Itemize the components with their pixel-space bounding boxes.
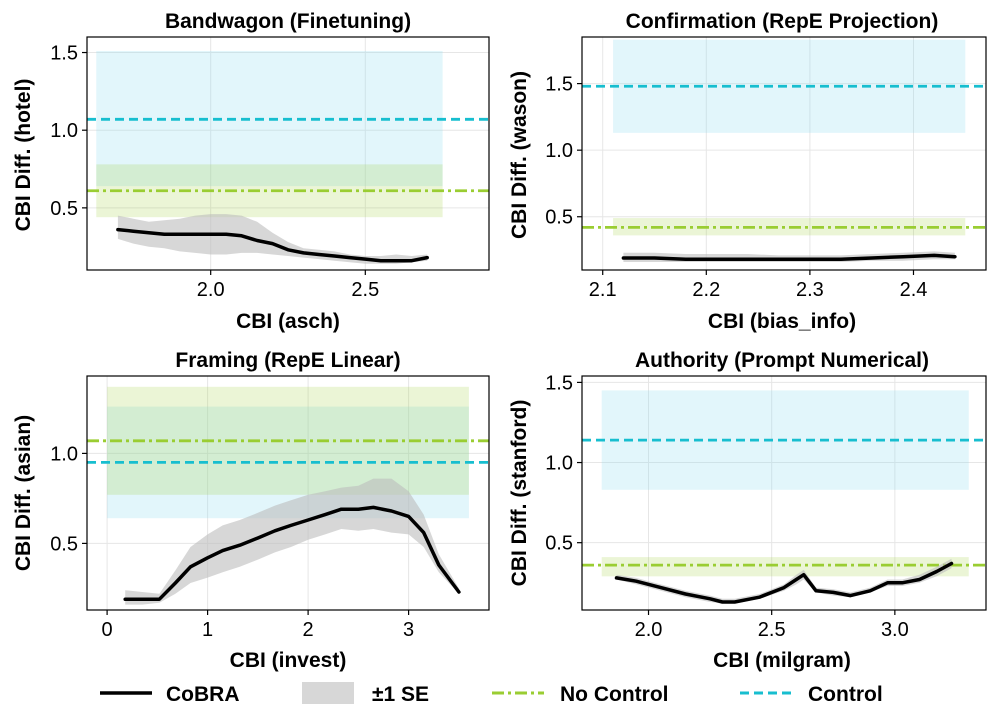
- y-axis-label: CBI Diff. (stanford): [508, 400, 531, 587]
- panel-bandwagon: 2.0 2.5 0.5 1.0 1.5 Bandwagon (Finetuning) C…: [12, 10, 490, 333]
- x-tick-label: 2.5: [758, 619, 786, 641]
- cobra-line: [621, 253, 957, 262]
- x-tick-label: 2: [303, 619, 314, 641]
- x-axis-label: CBI (asch): [236, 310, 340, 333]
- no-control-se-band: [96, 164, 443, 218]
- y-tick-label: 0.5: [545, 207, 573, 229]
- x-axis-label: CBI (milgram): [713, 649, 851, 672]
- panel-confirmation: 2.1 2.2 2.3 2.4 0.5 1.0 1.5 Confirmation (RepE…: [508, 10, 987, 333]
- axes-frame: [86, 375, 490, 611]
- legend-label-se: ±1 SE: [372, 683, 429, 706]
- y-tick-label: 0.5: [50, 533, 78, 555]
- x-axis-label: CBI (invest): [230, 649, 347, 672]
- y-tick-label: 1.5: [545, 372, 573, 394]
- y-tick-label: 1.0: [545, 140, 573, 162]
- plot-area-authority: 2.0 2.5 3.0 0.5 1.0 1.5: [545, 372, 987, 641]
- legend-entry-cobra: CoBRA: [100, 683, 240, 706]
- plot-area-confirmation: 2.1 2.2 2.3 2.4 0.5 1.0 1.5: [545, 36, 987, 301]
- y-tick-label: 0.5: [50, 198, 78, 220]
- y-tick-label: 1.0: [50, 120, 78, 142]
- legend-entry-no-control: No Control: [492, 683, 668, 706]
- legend-entry-control: Control: [740, 683, 883, 706]
- axes-frame: [86, 36, 490, 271]
- panel-authority: 2.0 2.5 3.0 0.5 1.0 1.5 Authority (Prompt Num…: [508, 349, 987, 672]
- legend-entry-se: ±1 SE: [302, 682, 429, 706]
- y-tick-label: 1.5: [50, 43, 78, 65]
- plot-clip-group: [582, 39, 986, 262]
- x-tick-label: 2.3: [796, 279, 824, 301]
- x-tick-label: 2.5: [351, 279, 379, 301]
- legend-label-control: Control: [808, 683, 883, 706]
- x-tick-label: 2.1: [589, 279, 617, 301]
- y-tick-label: 1.5: [545, 74, 573, 96]
- legend-swatch-se-band: [302, 682, 354, 704]
- cobra-line: [123, 505, 461, 601]
- x-tick-label: 3.0: [881, 619, 909, 641]
- plot-clip-group: [87, 50, 489, 264]
- plot-clip-group: [582, 390, 986, 604]
- chart-title: Bandwagon (Finetuning): [165, 10, 411, 33]
- plot-area-framing: 0 1 2 3 0.5 1.0: [50, 375, 490, 641]
- cobra-line: [614, 561, 954, 604]
- plot-clip-group: [87, 386, 489, 605]
- x-tick-label: 2.2: [692, 279, 720, 301]
- axes-frame: [581, 375, 987, 611]
- y-tick-label: 1.0: [50, 443, 78, 465]
- legend-label-no-control: No Control: [560, 683, 668, 706]
- x-tick-label: 2.4: [900, 279, 928, 301]
- axes-frame: [581, 36, 987, 271]
- cobra-line: [116, 227, 429, 263]
- legend: CoBRA ±1 SE No Control Control: [100, 682, 883, 706]
- y-tick-label: 1.0: [545, 453, 573, 475]
- x-tick-label: 3: [403, 619, 414, 641]
- cobra-se-band: [117, 214, 428, 264]
- x-axis-label: CBI (bias_info): [708, 310, 856, 333]
- y-axis-label: CBI Diff. (hotel): [12, 79, 35, 232]
- cobra-se-band: [125, 478, 459, 605]
- x-tick-label: 2.0: [197, 279, 225, 301]
- x-tick-label: 1: [202, 619, 213, 641]
- legend-label-cobra: CoBRA: [166, 683, 240, 706]
- chart-title: Confirmation (RepE Projection): [626, 10, 939, 33]
- y-axis-label: CBI Diff. (wason): [508, 71, 531, 239]
- y-axis-label: CBI Diff. (asian): [12, 415, 35, 571]
- chart-title: Authority (Prompt Numerical): [635, 349, 929, 372]
- x-tick-label: 0: [102, 619, 113, 641]
- x-tick-label: 2.0: [635, 619, 663, 641]
- no-control-se-band: [601, 557, 969, 577]
- plot-area-bandwagon: 2.0 2.5 0.5 1.0 1.5: [50, 36, 490, 301]
- y-tick-label: 0.5: [545, 533, 573, 555]
- chart-title: Framing (RepE Linear): [175, 349, 400, 372]
- panel-framing: 0 1 2 3 0.5 1.0 Framing (RepE Linear) CBI (in…: [12, 349, 490, 672]
